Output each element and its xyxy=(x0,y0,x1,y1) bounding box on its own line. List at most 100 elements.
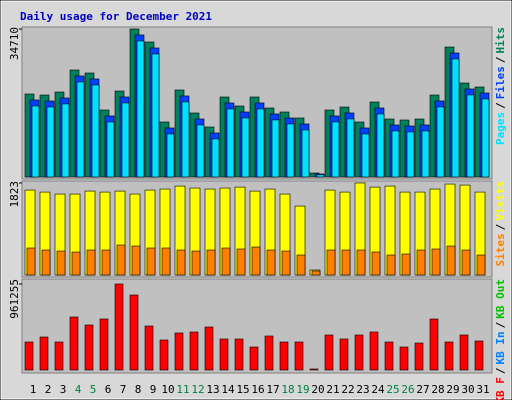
legend-entry: KB In xyxy=(494,331,507,364)
bar xyxy=(174,332,184,371)
x-tick-label: 4 xyxy=(75,383,82,396)
legend-entry: KB Out xyxy=(494,279,507,319)
bar xyxy=(211,138,220,178)
bar xyxy=(54,341,64,371)
bar xyxy=(129,294,139,371)
x-tick-label: 2 xyxy=(45,383,52,396)
bar xyxy=(346,118,355,178)
bar xyxy=(296,254,306,276)
x-tick-label: 21 xyxy=(326,383,339,396)
bar xyxy=(294,341,304,371)
bar xyxy=(234,338,244,371)
bar xyxy=(251,246,261,276)
legend: KB F / KB In / KB Out xyxy=(494,279,507,400)
y-max-label: 34710 xyxy=(8,27,21,60)
bar xyxy=(136,40,145,178)
x-tick-label: 29 xyxy=(446,383,459,396)
legend-entry: Pages xyxy=(494,112,507,145)
bar xyxy=(219,338,229,371)
x-tick-label: 12 xyxy=(191,383,204,396)
x-tick-label: 17 xyxy=(266,383,279,396)
bar xyxy=(249,346,259,371)
x-tick-label: 28 xyxy=(431,383,444,396)
x-tick-label: 10 xyxy=(161,383,174,396)
bar xyxy=(181,101,190,178)
bar xyxy=(121,102,130,178)
bar xyxy=(84,324,94,371)
bar xyxy=(161,247,171,276)
x-tick-label: 14 xyxy=(221,383,235,396)
bar xyxy=(371,251,381,276)
bar xyxy=(341,249,351,276)
x-tick-label: 5 xyxy=(90,383,97,396)
bar xyxy=(356,249,366,276)
bar xyxy=(146,247,156,276)
x-tick-label: 30 xyxy=(461,383,474,396)
bar xyxy=(114,283,124,371)
legend-separator: / xyxy=(494,321,507,328)
bar xyxy=(416,249,426,276)
bar xyxy=(361,133,370,178)
x-tick-label: 1 xyxy=(30,383,37,396)
x-tick-label: 22 xyxy=(341,383,354,396)
bar xyxy=(271,119,280,178)
x-tick-label: 23 xyxy=(356,383,369,396)
bar xyxy=(106,121,115,178)
x-tick-label: 18 xyxy=(281,383,294,396)
bar xyxy=(466,94,475,178)
x-tick-label: 31 xyxy=(476,383,489,396)
x-tick-label: 24 xyxy=(371,383,385,396)
bar xyxy=(144,325,154,371)
x-tick-label: 3 xyxy=(60,383,67,396)
x-tick-label: 27 xyxy=(416,383,429,396)
chart-title: Daily usage for December 2021 xyxy=(20,10,212,23)
bar xyxy=(376,113,385,178)
x-tick-label: 13 xyxy=(206,383,219,396)
bar xyxy=(461,249,471,276)
bar xyxy=(226,108,235,178)
bar xyxy=(421,130,430,178)
bar xyxy=(331,121,340,178)
bar xyxy=(191,250,201,276)
x-tick-label: 16 xyxy=(251,383,264,396)
bar xyxy=(386,254,396,276)
bar xyxy=(46,106,55,178)
legend-entry: Hits xyxy=(494,27,507,54)
bar xyxy=(176,249,186,276)
legend-separator: / xyxy=(494,102,507,109)
x-tick-label: 15 xyxy=(236,383,249,396)
bar xyxy=(301,129,310,178)
bar xyxy=(189,331,199,371)
bar xyxy=(384,341,394,371)
bar xyxy=(71,251,81,276)
bar xyxy=(24,341,34,371)
bar xyxy=(446,245,456,276)
bar xyxy=(56,250,66,276)
bar xyxy=(311,270,321,276)
bar xyxy=(286,123,295,178)
bar xyxy=(316,174,325,178)
bar xyxy=(279,341,289,371)
bar xyxy=(151,53,160,178)
bar xyxy=(309,368,319,371)
bar xyxy=(324,334,334,371)
bar xyxy=(339,338,349,371)
legend-entry: Visits xyxy=(494,181,507,221)
x-tick-label: 25 xyxy=(386,383,399,396)
bar xyxy=(474,340,484,371)
bar xyxy=(76,81,85,178)
bar xyxy=(459,334,469,371)
bar xyxy=(354,334,364,371)
legend-separator: / xyxy=(494,367,507,374)
bar xyxy=(196,124,205,178)
legend-entry: Files xyxy=(494,66,507,99)
x-tick-label: 20 xyxy=(311,383,324,396)
x-tick-label: 6 xyxy=(105,383,112,396)
legend-separator: / xyxy=(494,56,507,63)
bar xyxy=(326,249,336,276)
bar xyxy=(256,108,265,178)
bar xyxy=(391,130,400,178)
x-tick-label: 11 xyxy=(176,383,189,396)
bar xyxy=(281,250,291,276)
